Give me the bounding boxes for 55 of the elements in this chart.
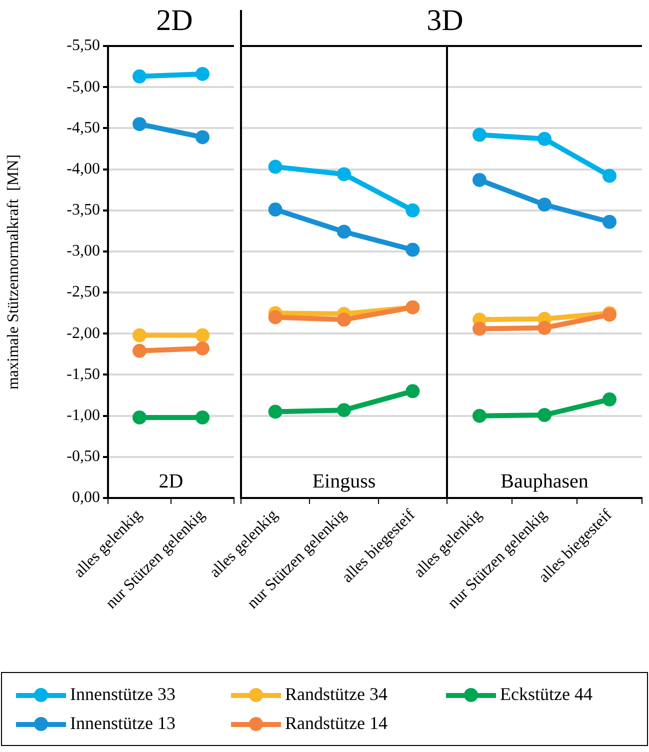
point [196, 341, 210, 356]
point [337, 312, 351, 327]
point [538, 132, 552, 146]
point [337, 167, 351, 182]
point [337, 224, 351, 239]
y-tick-label: -2,00 [66, 324, 100, 342]
point [268, 310, 282, 324]
y-tick-label: -1,00 [66, 407, 100, 424]
point [472, 322, 486, 336]
point [132, 344, 146, 358]
point [196, 410, 210, 424]
y-tick-label: -4,50 [66, 119, 100, 136]
point [406, 242, 420, 257]
y-tick-label: -3,50 [66, 202, 100, 219]
point [337, 403, 351, 418]
annotation: 2D [158, 470, 184, 492]
y-axis-title: maximale Stützennormalkraft [MN] [4, 154, 22, 390]
y-tick-label: -0,50 [66, 448, 100, 466]
y-tick-label: -5,00 [66, 78, 100, 96]
point [268, 202, 282, 217]
point [406, 203, 420, 218]
point [538, 198, 552, 212]
point [132, 410, 146, 424]
point [132, 69, 146, 84]
legend-label: Randstütze 34 [285, 684, 388, 705]
point [132, 117, 146, 132]
annotation: Einguss [312, 470, 376, 492]
point [538, 320, 552, 335]
point [602, 214, 616, 229]
chart-title: 3D [426, 3, 464, 39]
legend-label: Randstütze 14 [285, 713, 388, 734]
point [602, 392, 616, 406]
legend-label: Innenstütze 33 [70, 684, 176, 705]
point [268, 404, 282, 419]
point [472, 408, 486, 423]
y-tick-label: -5,50 [66, 37, 100, 54]
point [406, 384, 420, 398]
point [196, 66, 210, 81]
point [472, 128, 486, 142]
point [538, 408, 552, 422]
annotation: Bauphasen [500, 470, 588, 492]
chart-title: 2D [155, 3, 194, 39]
legend-label: Eckstütze 44 [500, 684, 592, 705]
point [472, 172, 486, 187]
point [132, 328, 146, 342]
y-tick-label: -3,00 [66, 242, 100, 260]
legend-label: Innenstütze 13 [70, 713, 176, 734]
point [196, 130, 210, 144]
point [268, 160, 282, 174]
y-tick-label: -2,50 [66, 284, 100, 301]
y-tick-label: 0,00 [72, 489, 100, 506]
point [196, 328, 210, 342]
y-tick-label: -4,00 [66, 160, 100, 178]
y-tick-label: -1,50 [66, 366, 100, 383]
point [602, 168, 616, 183]
